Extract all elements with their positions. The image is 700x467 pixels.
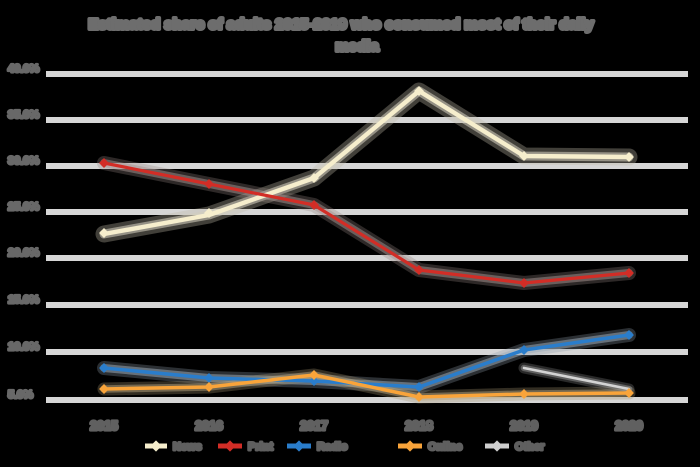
- svg-text:News: News: [173, 441, 202, 453]
- svg-text:15.0%: 15.0%: [8, 294, 39, 306]
- svg-text:2020: 2020: [615, 419, 643, 433]
- svg-text:25.0%: 25.0%: [8, 201, 39, 213]
- svg-text:30.0%: 30.0%: [8, 155, 39, 167]
- svg-text:5.0%: 5.0%: [8, 389, 33, 401]
- svg-text:2019: 2019: [510, 419, 538, 433]
- svg-text:2016: 2016: [195, 419, 223, 433]
- svg-text:20.0%: 20.0%: [8, 247, 39, 259]
- svg-text:2018: 2018: [405, 419, 433, 433]
- svg-text:40.0%: 40.0%: [8, 63, 39, 75]
- svg-text:Online: Online: [428, 441, 462, 453]
- svg-text:10.0%: 10.0%: [8, 341, 39, 353]
- svg-text:Other: Other: [515, 441, 545, 453]
- svg-text:media: media: [335, 38, 379, 55]
- svg-text:35.0%: 35.0%: [8, 109, 39, 121]
- svg-text:Radio: Radio: [317, 441, 348, 453]
- svg-text:2015: 2015: [90, 419, 118, 433]
- svg-text:Estimated share of adults 2015: Estimated share of adults 2015-2019 who …: [88, 16, 594, 33]
- svg-text:2017: 2017: [300, 419, 328, 433]
- svg-text:Print: Print: [248, 441, 273, 453]
